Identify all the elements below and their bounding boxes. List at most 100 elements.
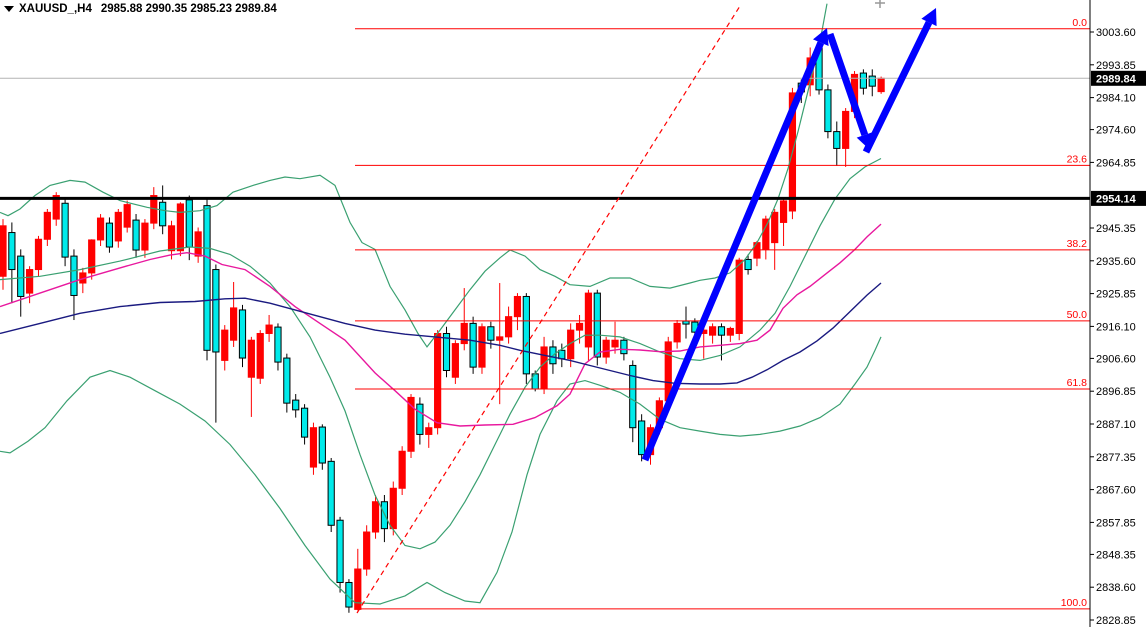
dashed-trendline[interactable]	[356, 5, 741, 614]
ma-navy	[0, 282, 882, 385]
candle	[114, 211, 122, 242]
candle	[327, 460, 335, 526]
candle	[859, 72, 867, 89]
candle	[469, 322, 477, 368]
candle	[105, 222, 114, 248]
axis-tick-label: 3003.60	[1096, 27, 1136, 39]
trend-arrow-3-shaft[interactable]	[862, 20, 933, 154]
candle	[460, 322, 468, 345]
trend-arrow-2-shaft[interactable]	[826, 32, 869, 137]
fib-label-0.0: 0.0	[1072, 17, 1087, 29]
candle	[274, 326, 282, 363]
candle	[194, 231, 202, 257]
candle	[61, 202, 69, 258]
candle	[425, 427, 433, 435]
candle	[771, 211, 779, 244]
candle	[682, 320, 690, 325]
candle	[141, 222, 149, 251]
candle	[185, 199, 193, 248]
candle	[407, 396, 415, 452]
candle	[230, 307, 238, 341]
axis-tick-label: 2867.60	[1096, 485, 1136, 497]
axis-tick-label: 2906.60	[1096, 353, 1136, 365]
axis-tick-label: 2945.35	[1096, 223, 1136, 235]
candle	[389, 487, 397, 530]
candle	[629, 364, 637, 429]
axis-tick-label: 2848.35	[1096, 549, 1136, 561]
candle	[167, 225, 176, 252]
trend-arrow-1-shaft[interactable]	[641, 41, 825, 462]
bollinger-middle	[0, 157, 882, 550]
candle	[70, 255, 78, 296]
candle	[363, 531, 371, 570]
candle	[842, 110, 850, 149]
candle	[221, 329, 229, 361]
candle	[212, 269, 220, 353]
candle	[238, 309, 247, 359]
projection-arrows[interactable]	[641, 8, 937, 462]
bollinger-lower	[0, 336, 882, 605]
candle	[868, 75, 876, 87]
candle	[132, 219, 140, 251]
candle	[504, 316, 513, 338]
candle	[567, 329, 575, 360]
candle	[602, 339, 610, 358]
candle	[283, 357, 291, 404]
trend-arrow-3-head[interactable]	[921, 8, 937, 27]
axis-tick-label: 2925.85	[1096, 289, 1136, 301]
candle	[540, 346, 548, 390]
fib-label-38.2: 38.2	[1067, 238, 1088, 250]
candle	[522, 295, 530, 375]
fib-label-50.0: 50.0	[1067, 309, 1088, 321]
candle	[434, 332, 442, 429]
candle	[620, 339, 628, 355]
fib-label-23.6: 23.6	[1067, 153, 1088, 165]
candle	[735, 259, 743, 334]
candle	[638, 420, 646, 456]
candle	[478, 326, 486, 368]
candle	[256, 332, 264, 379]
axis-tick-label: 2828.85	[1096, 615, 1136, 627]
price-tag-2954.14	[1091, 190, 1146, 206]
candle	[336, 519, 344, 583]
candle	[513, 295, 522, 318]
candle	[709, 326, 717, 336]
candle	[88, 239, 96, 274]
axis-tick-label: 2877.35	[1096, 452, 1136, 464]
axis-tick-label: 2964.85	[1096, 157, 1136, 169]
fibonacci-retracement[interactable]: 0.0 23.6 38.2 50.0 61.8 100.0	[355, 17, 1090, 610]
candle	[159, 201, 167, 227]
candle	[833, 131, 841, 149]
trend-arrow-1-head[interactable]	[813, 28, 829, 46]
candle	[744, 258, 752, 271]
price-axis: 3003.60 2993.85 2984.10 2974.60 2964.85 2945.…	[1089, 0, 1146, 627]
candle	[43, 211, 51, 240]
candle	[318, 426, 326, 464]
candle	[442, 332, 451, 371]
fib-label-61.8: 61.8	[1067, 377, 1088, 389]
price-tag-text: 2989.84	[1096, 73, 1137, 85]
candle	[371, 501, 380, 533]
candle	[123, 204, 131, 228]
candle	[247, 339, 255, 378]
axis-tick-label: 2838.60	[1096, 582, 1136, 594]
candle	[300, 407, 309, 438]
candle	[0, 225, 7, 277]
object-anchor-marker[interactable]	[875, 0, 885, 8]
axis-tick-label: 2935.60	[1096, 256, 1136, 268]
candle	[265, 324, 273, 334]
candle	[292, 399, 300, 411]
candle	[17, 255, 25, 297]
candle	[496, 336, 504, 341]
axis-tick-label: 2887.10	[1096, 419, 1136, 431]
symbol-dropdown-triangle-icon[interactable]	[4, 6, 14, 12]
candle	[593, 292, 601, 358]
axis-tick-label: 2993.85	[1096, 60, 1136, 72]
candle	[779, 200, 788, 223]
candle	[726, 327, 734, 336]
candle	[762, 218, 770, 250]
candle	[26, 269, 34, 294]
price-tag-text: 2954.14	[1096, 193, 1137, 205]
